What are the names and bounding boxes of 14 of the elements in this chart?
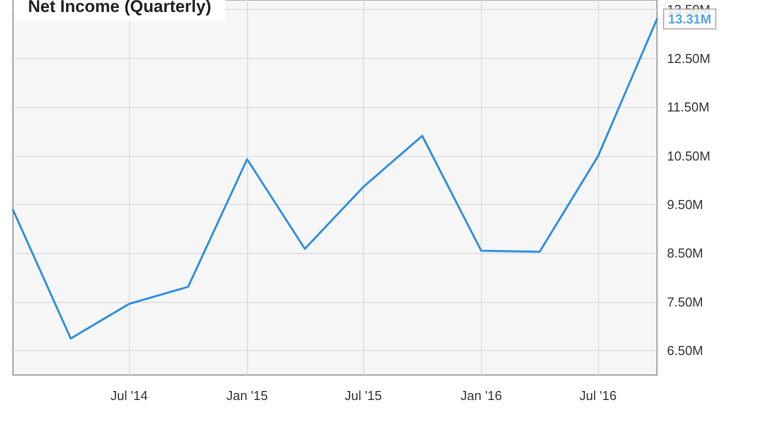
line-series <box>12 18 658 340</box>
y-tick-label: 8.50M <box>667 246 704 261</box>
y-tick-label: 9.50M <box>667 197 704 212</box>
x-tick-label: Jan '16 <box>460 388 502 403</box>
y-tick-label: 6.50M <box>667 343 704 358</box>
x-tick-label: Jul '15 <box>344 388 382 403</box>
chart-title: Net Income (Quarterly) <box>28 0 212 16</box>
x-tick-label: Jul '14 <box>110 388 148 403</box>
y-tick-label: 7.50M <box>667 294 704 310</box>
y-tick-label: 10.50M <box>667 148 710 164</box>
y-tick-label: 12.50M <box>667 50 710 66</box>
x-tick-label: Jan '15 <box>226 388 268 403</box>
x-tick-label: Jul '16 <box>579 388 617 403</box>
y-tick-label: 11.50M <box>667 100 710 115</box>
